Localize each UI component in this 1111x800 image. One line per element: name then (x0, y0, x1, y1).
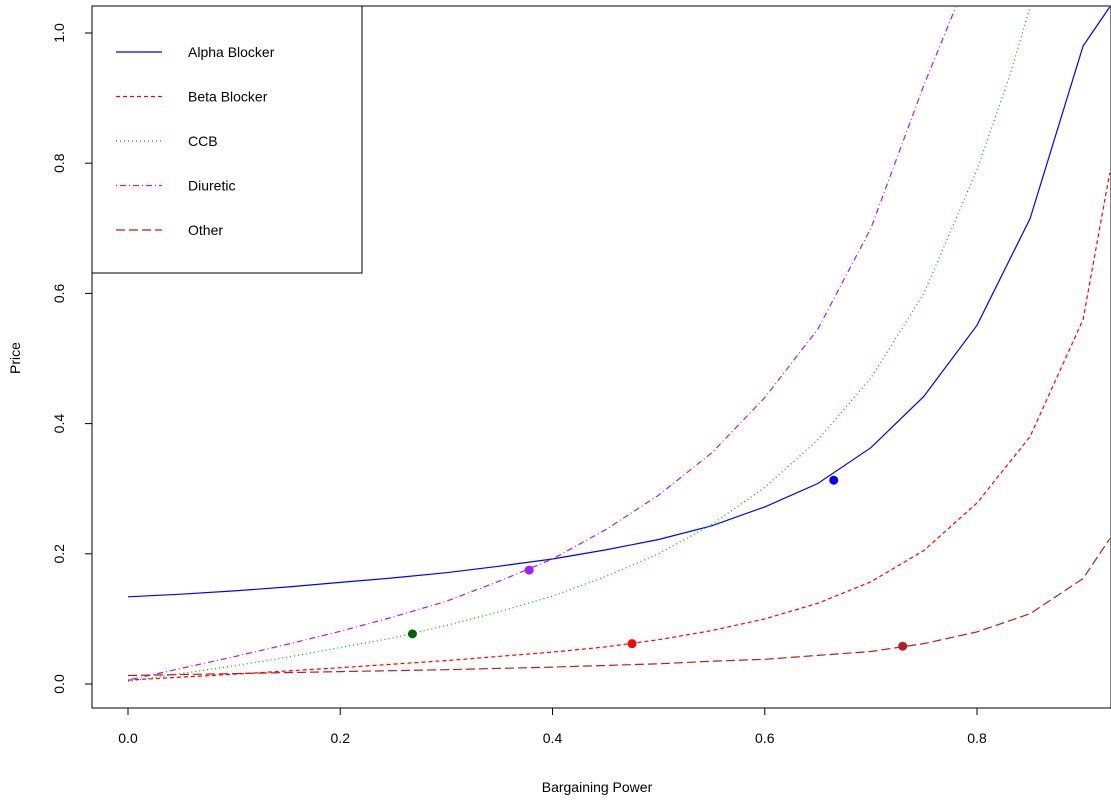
series-line-4 (127, 538, 1111, 677)
y-tick-label: 1.0 (51, 23, 67, 43)
series-lines (127, 6, 1111, 682)
series-marker-2 (407, 629, 417, 639)
y-tick-label: 0.8 (51, 153, 67, 173)
y-tick-label: 0.6 (51, 283, 67, 303)
y-tick-label: 0.2 (51, 544, 67, 564)
legend-label: Beta Blocker (188, 89, 268, 105)
legend-label: CCB (188, 133, 218, 149)
series-marker-0 (829, 475, 839, 485)
x-tick-label: 0.8 (967, 730, 987, 746)
series-line-0 (127, 6, 1111, 598)
y-axis-label: Price (7, 342, 23, 374)
series-line-3 (127, 6, 957, 681)
legend-label: Other (188, 222, 223, 238)
plot-frame (91, 5, 1111, 709)
x-tick-label: 0.2 (331, 730, 351, 746)
legend-label: Alpha Blocker (188, 44, 275, 60)
x-tick-label: 0.4 (543, 730, 563, 746)
legend: Alpha Blocker Beta Blocker CCB Diuretic Othe… (91, 5, 363, 274)
series-marker-3 (524, 565, 534, 575)
legend-box (91, 5, 363, 274)
legend-label: Diuretic (188, 178, 235, 194)
x-axis-label: Bargaining Power (542, 779, 653, 795)
series-marker-4 (898, 641, 908, 651)
series-marker-1 (627, 639, 637, 649)
y-tick-label: 0.4 (51, 414, 67, 434)
x-tick-label: 0.0 (118, 730, 138, 746)
axes: 0.0 0.2 0.4 0.6 0.8 0.0 0.2 0.4 0.6 0.8 1.0 (51, 5, 1111, 746)
x-tick-label: 0.6 (755, 730, 775, 746)
series-markers (407, 475, 908, 651)
y-tick-label: 0.0 (51, 674, 67, 694)
